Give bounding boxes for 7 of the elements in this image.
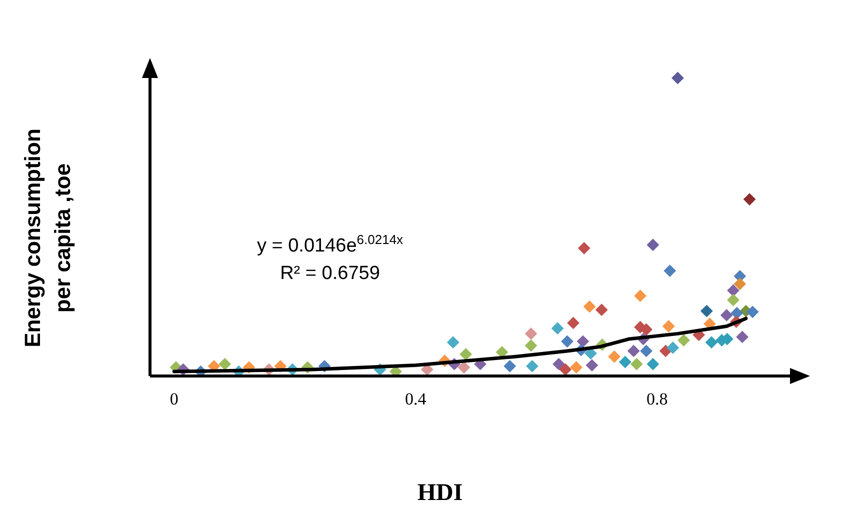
x-tick-label: 0.8 xyxy=(646,390,668,409)
annotation: y = 0.0146e$^{6.0214x}$ xyxy=(256,231,404,258)
x-tick-label: 0 xyxy=(170,390,178,409)
x-axis-title: HDI xyxy=(417,480,463,507)
x-tick-label: 0.4 xyxy=(405,390,427,409)
annotation: R² = 0.6759 xyxy=(279,262,381,286)
y-axis-title: Energy consumption per capita ,toe xyxy=(19,128,76,350)
